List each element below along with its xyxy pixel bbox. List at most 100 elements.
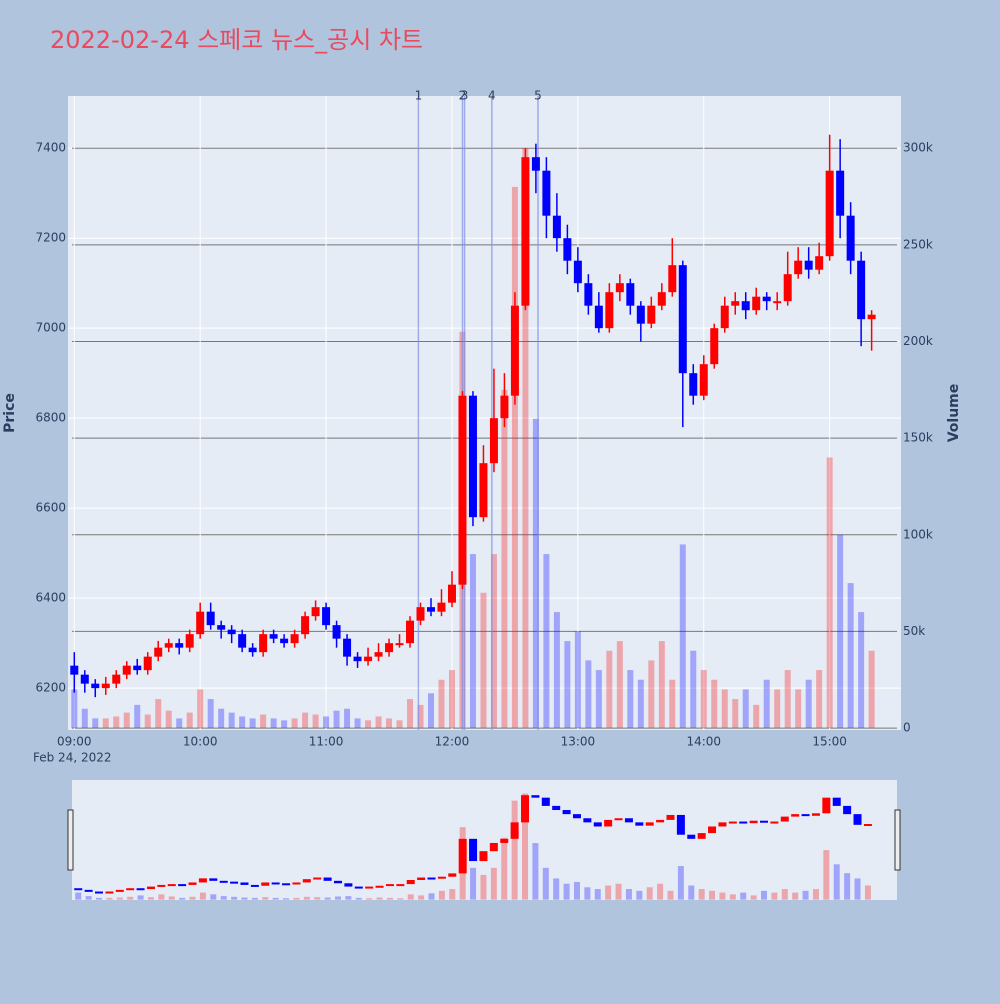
volume-bar [753,704,760,729]
candle-body [154,647,163,657]
volume-bar [113,716,120,729]
mini-volume-bar [137,895,144,900]
mini-candle [282,883,291,886]
range-handle-left[interactable] [67,809,74,871]
x-tick-label: 13:00 [561,735,596,749]
mini-volume-bar [355,897,362,900]
volume-bar [81,708,88,729]
volume-bar [469,554,476,729]
mini-volume-bar [470,867,477,900]
x-tick-label: 14:00 [686,735,721,749]
mini-volume-bar [719,892,726,900]
y-tick-label: 6600 [35,501,66,515]
candle-body [217,625,226,630]
volume-bar [165,710,172,729]
mini-volume-bar [199,892,206,900]
mini-volume-bar [740,892,747,900]
mini-candle [624,818,633,823]
candle-body [143,656,152,671]
candle-body [510,305,519,396]
mini-candle [760,820,769,823]
volume-bar [784,670,791,729]
candle-body [846,215,855,261]
mini-candle [687,834,696,839]
mini-volume-bar [823,850,830,900]
candle-body [867,314,876,320]
mini-candle [739,821,748,824]
candle-body [227,629,236,635]
news-label: 5 [534,89,542,103]
x-axis-sublabel: Feb 24, 2022 [33,751,112,765]
mini-volume-bar [833,864,840,900]
range-handle-right[interactable] [894,809,901,871]
candle-body [364,656,373,662]
mini-candle [302,879,311,883]
volume-bar [574,631,581,729]
mini-volume-bar [542,867,549,900]
mini-volume-bar [283,898,290,900]
candle-body [259,634,268,653]
mini-candle [178,884,187,887]
mini-volume-bar [397,898,404,900]
mini-candle [230,881,239,884]
y2-tick-label: 50k [903,624,925,638]
mini-volume-bar [314,897,321,900]
mini-volume-bar [179,897,186,900]
mini-candle [593,822,602,827]
volume-bar [302,712,309,729]
candle-body [563,238,572,261]
volume-bar [344,708,351,729]
mini-candle [126,888,135,891]
candle-body [804,260,813,270]
volume-bar [396,720,403,729]
candle-body [489,418,498,464]
mini-volume-bar [168,896,175,900]
mini-volume-bar [251,897,258,900]
mini-volume-bar [345,896,352,900]
mini-volume-bar [303,896,310,900]
candle-body [91,683,100,689]
mini-volume-bar [241,897,248,900]
mini-volume-bar [522,793,529,900]
mini-volume-bar [75,892,82,900]
mini-candle [344,883,353,887]
candle-body [280,638,289,644]
mini-candle [437,876,446,879]
mini-volume-bar [688,885,695,900]
candle-body [458,395,467,585]
mini-candle [863,824,872,827]
x-tick-label: 15:00 [812,735,847,749]
volume-bar [616,641,623,729]
volume-bar [606,650,613,729]
y-axis-title: Price [2,393,18,433]
volume-bar [564,641,571,729]
mini-candle [74,888,83,891]
mini-candle [469,838,478,862]
mini-volume-bar [854,878,861,900]
mini-candle [801,814,810,817]
candle-body [406,620,415,644]
candle-body [290,634,299,644]
mini-candle [146,886,155,890]
volume-bar [826,457,833,729]
news-label: 3 [461,89,469,103]
volume-bar [816,670,823,729]
mini-volume-bar [864,885,871,900]
volume-bar [679,544,686,729]
candle-body [825,170,834,257]
volume-bar [207,699,214,729]
mini-volume-bar [116,897,123,900]
mini-candle [417,877,426,880]
mini-volume-bar [750,895,757,900]
volume-bar [711,679,718,729]
candle-body [447,584,456,603]
candle-body [196,611,205,635]
volume-bar [438,679,445,729]
candle-body [248,647,257,653]
volume-bar [795,689,802,729]
candle-body [133,665,142,671]
mini-candle [791,814,800,817]
mini-candle [572,814,581,819]
mini-volume-bar [438,890,445,900]
candle-body [385,643,394,653]
